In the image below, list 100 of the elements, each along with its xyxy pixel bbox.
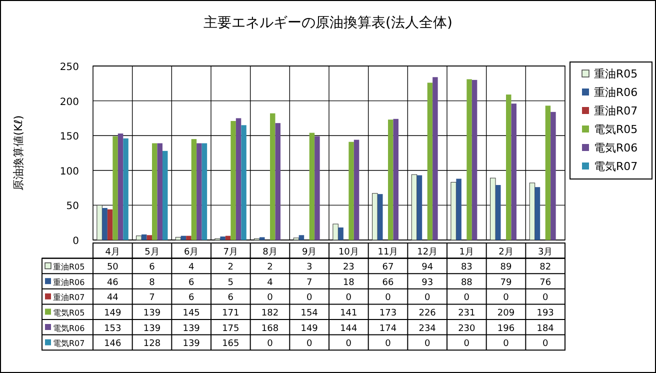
data-label: 50 [106, 262, 119, 273]
data-label: 89 [500, 262, 512, 273]
data-label: 93 [422, 278, 434, 288]
data-label: 0 [424, 293, 430, 304]
legend-label: 重油R07 [53, 293, 85, 302]
data-label: 0 [424, 339, 430, 350]
data-label: 139 [143, 324, 161, 334]
data-label: 7 [306, 278, 312, 288]
data-label: 23 [342, 262, 354, 273]
data-label: 209 [497, 308, 515, 318]
text: 重油R05 [594, 68, 638, 80]
data-label: 230 [458, 324, 476, 334]
text: 電気R05 [53, 308, 85, 318]
x-tick-label: 12月 [417, 247, 438, 258]
data-label: 149 [300, 324, 318, 334]
data-label: 18 [342, 278, 355, 288]
data-label: 4 [267, 278, 274, 288]
x-tick-label: 1月 [459, 247, 474, 258]
data-label: 0 [346, 293, 352, 304]
data-label: 139 [182, 324, 200, 334]
y-tick-label: 250 [60, 62, 79, 73]
data-label: 6 [228, 293, 234, 304]
data-label: 83 [460, 262, 472, 273]
data-label: 231 [458, 308, 476, 318]
data-label: 144 [340, 324, 358, 334]
data-label: 146 [104, 339, 122, 350]
data-label: 0 [542, 339, 548, 350]
data-label: 0 [306, 339, 312, 350]
data-label: 174 [379, 324, 397, 334]
x-tick-label: 7月 [223, 247, 238, 258]
data-label: 128 [143, 339, 161, 350]
x-tick-label: 8月 [262, 247, 278, 258]
chart-title: 主要エネルギーの原油換算表(法人全体) [204, 15, 452, 31]
x-tick-label: 2月 [498, 247, 514, 258]
data-label: 173 [379, 308, 397, 318]
data-label: 149 [104, 308, 122, 318]
legend-label: 電気R06 [594, 142, 638, 154]
text: 重油R06 [594, 86, 638, 99]
y-tick-label: 50 [66, 201, 79, 212]
y-tick-label: 150 [60, 132, 79, 143]
data-label: 0 [385, 339, 392, 350]
data-label: 0 [503, 293, 510, 304]
data-label: 6 [188, 293, 194, 304]
x-tick-label: 11月 [378, 247, 398, 258]
x-tick-label: 5月 [144, 247, 160, 258]
data-label: 66 [382, 278, 394, 288]
legend-label: 電気R07 [53, 339, 85, 348]
x-tick-label: 4月 [105, 247, 120, 258]
x-tick-label: 9月 [302, 247, 317, 258]
data-label: 76 [540, 278, 552, 288]
data-label: 141 [340, 308, 358, 318]
data-label: 154 [300, 308, 318, 318]
y-tick-label: 0 [72, 236, 79, 247]
data-label: 234 [418, 324, 436, 334]
data-label: 67 [382, 262, 394, 273]
data-label: 6 [188, 278, 194, 288]
data-label: 175 [222, 324, 240, 334]
data-label: 0 [503, 339, 510, 350]
data-label: 94 [422, 262, 434, 273]
data-label: 226 [418, 308, 436, 318]
data-label: 0 [346, 339, 352, 350]
data-label: 0 [464, 339, 470, 350]
text: 電気R07 [594, 160, 638, 173]
data-label: 171 [222, 308, 240, 318]
text: 電気R06 [53, 324, 85, 333]
data-label: 193 [536, 308, 554, 318]
data-label: 7 [149, 293, 155, 304]
x-tick-label: 3月 [538, 247, 553, 258]
data-label: 2 [228, 262, 234, 273]
text: 重油R07 [594, 104, 638, 118]
data-label: 165 [222, 339, 240, 350]
x-tick-label: 10月 [338, 247, 359, 258]
data-label: 88 [460, 278, 473, 288]
legend-label: 重油R06 [53, 278, 85, 287]
data-label: 5 [228, 278, 234, 288]
data-label: 139 [143, 308, 161, 318]
y-tick-label: 200 [60, 96, 79, 108]
data-label: 3 [306, 262, 312, 273]
legend-label: 電気R05 [594, 123, 638, 136]
y-axis-title: 原油換算値(Kℓ) [12, 115, 25, 191]
data-label: 0 [267, 339, 274, 350]
data-label: 0 [267, 293, 274, 304]
data-label: 46 [106, 278, 119, 288]
data-label: 0 [385, 293, 392, 304]
data-label: 0 [464, 293, 470, 304]
data-label: 0 [306, 293, 312, 304]
y-tick-label: 100 [60, 166, 79, 178]
data-label: 168 [261, 324, 279, 334]
data-label: 145 [182, 308, 200, 318]
data-label: 79 [500, 278, 512, 288]
data-label: 139 [182, 339, 200, 350]
data-label: 153 [104, 324, 122, 334]
data-label: 0 [542, 293, 548, 304]
data-label: 44 [106, 293, 119, 304]
data-label: 182 [261, 308, 279, 318]
data-label: 8 [149, 278, 156, 288]
data-label: 82 [540, 262, 552, 273]
x-tick-label: 6月 [184, 247, 199, 258]
data-label: 4 [188, 262, 194, 273]
data-label: 6 [149, 262, 156, 273]
